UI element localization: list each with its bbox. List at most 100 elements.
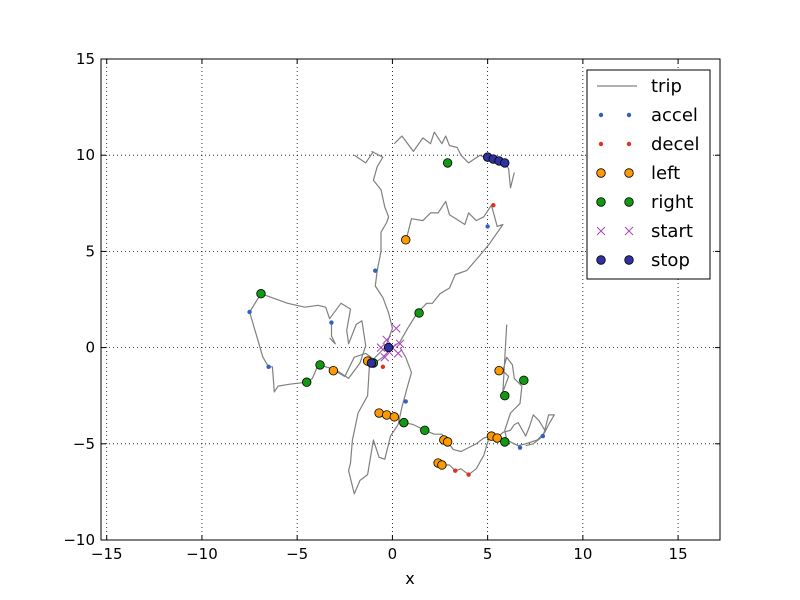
trip-path — [525, 430, 546, 447]
right-point — [420, 425, 430, 436]
stop-point — [500, 158, 510, 168]
trip-path — [367, 200, 504, 362]
legend: trip accel decel left right start stop — [586, 69, 711, 280]
stop-point — [383, 342, 394, 353]
start-point-stroke-b — [393, 349, 403, 358]
accel-point — [403, 399, 408, 404]
left-point — [328, 365, 339, 376]
start-point-stroke-b — [376, 343, 386, 352]
legend-marker-left-stroke-b — [596, 226, 606, 236]
x-tick-label: 5 — [483, 545, 493, 563]
decel-point — [453, 468, 458, 473]
accel-point — [540, 433, 546, 439]
left-point — [401, 235, 411, 245]
legend-item-accel: accel — [598, 105, 698, 126]
plot-frame — [100, 58, 721, 541]
stop-point — [366, 358, 377, 368]
x-tick-label: −10 — [186, 545, 218, 563]
legend-label: start — [651, 221, 693, 242]
left-point — [494, 365, 504, 376]
start-point — [393, 349, 403, 358]
legend-marker-right — [624, 255, 634, 265]
trip-path — [353, 151, 374, 164]
right-point — [256, 289, 266, 299]
legend-item-left: left — [596, 163, 680, 184]
legend-marker-right — [624, 226, 634, 236]
legend-item-right: right — [596, 192, 693, 213]
x-tick-label: −5 — [286, 545, 308, 563]
accel-point — [266, 364, 271, 370]
trip-path — [331, 352, 374, 378]
y-tick-label: 15 — [76, 50, 95, 68]
legend-marker-right-stroke-b — [624, 226, 634, 236]
right-point — [301, 377, 312, 387]
left-point — [374, 408, 384, 418]
right-point — [315, 360, 325, 370]
legend-label: left — [651, 163, 680, 184]
left-point — [437, 460, 447, 470]
legend-marker-left — [596, 197, 606, 207]
legend-item-stop: stop — [596, 250, 690, 271]
legend-label: right — [651, 192, 693, 213]
right-point — [500, 391, 510, 401]
decel-point — [380, 364, 386, 370]
x-tick-label: 10 — [573, 545, 592, 563]
decel-point — [466, 472, 471, 477]
right-point — [519, 375, 529, 386]
accel-point — [517, 445, 523, 450]
start-point-stroke-b — [380, 352, 390, 362]
y-tick-label: −5 — [73, 435, 95, 453]
trip-path — [329, 322, 336, 345]
y-tick-label: 0 — [85, 339, 95, 357]
right-point — [442, 158, 453, 168]
y-tick-label: −10 — [63, 531, 95, 549]
start-point — [376, 343, 386, 352]
start-point — [391, 324, 401, 333]
start-point — [380, 352, 390, 362]
legend-item-start: start — [596, 221, 693, 242]
legend-label: trip — [651, 76, 682, 97]
right-point — [500, 437, 510, 447]
legend-marker-left — [598, 112, 604, 118]
legend-item-trip: trip — [597, 76, 682, 97]
y-tick-label: 5 — [85, 242, 95, 260]
legend-label: accel — [651, 105, 698, 126]
x-tick-label: −15 — [91, 545, 123, 563]
series-right — [256, 158, 529, 447]
legend-item-decel: decel — [598, 134, 699, 155]
x-axis-label: x — [405, 569, 414, 588]
legend-marker-right — [626, 112, 632, 118]
series-layer — [247, 131, 555, 495]
x-tick-label: 0 — [388, 545, 398, 563]
legend-marker-right — [624, 168, 634, 178]
legend-box — [586, 69, 711, 280]
series-decel — [380, 203, 496, 477]
series-stop — [366, 152, 510, 368]
legend-marker-left — [596, 226, 606, 236]
legend-marker-left — [596, 168, 606, 178]
left-point — [381, 410, 392, 420]
left-point — [442, 437, 453, 447]
decel-point — [491, 203, 496, 208]
left-point — [389, 412, 400, 422]
legend-marker-right — [626, 141, 632, 147]
start-point — [382, 335, 392, 345]
start-point — [395, 339, 405, 349]
legend-label: decel — [651, 134, 699, 155]
accel-point — [485, 224, 490, 229]
right-point — [399, 417, 409, 428]
legend-marker-right — [624, 197, 634, 207]
legend-marker-left — [598, 141, 604, 147]
legend-marker-left — [596, 255, 606, 265]
left-point — [492, 433, 502, 443]
x-tick-label: 15 — [669, 545, 688, 563]
start-point-stroke-b — [391, 324, 401, 333]
start-point-stroke-b — [395, 339, 405, 349]
right-point — [414, 308, 424, 318]
accel-point — [247, 309, 252, 315]
accel-point — [329, 320, 334, 325]
trip-path — [348, 150, 413, 495]
accel-point — [373, 268, 378, 273]
